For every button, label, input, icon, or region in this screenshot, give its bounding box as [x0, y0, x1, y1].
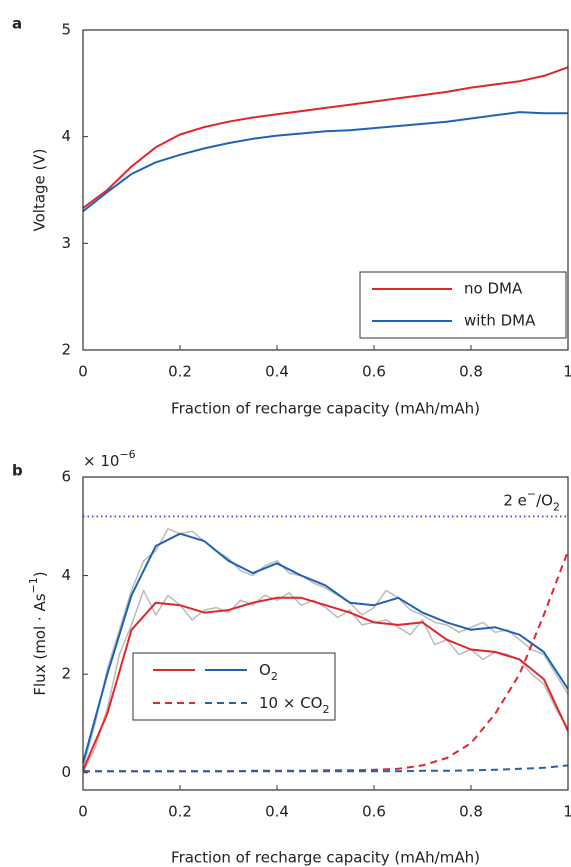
data-line	[82, 596, 569, 771]
data-line	[82, 528, 569, 768]
y-tick-label: 3	[61, 234, 71, 252]
x-tick-label: 0.4	[265, 363, 289, 381]
legend-label: with DMA	[464, 312, 536, 330]
y-axis-label: Voltage (V)	[31, 149, 49, 232]
text-part: −6	[119, 448, 135, 461]
text-part: −	[527, 487, 536, 500]
y-tick-label: 2	[61, 665, 71, 683]
x-tick-label: 0.6	[362, 363, 386, 381]
text-part: 2	[322, 703, 329, 716]
legend-label: 10 × CO2	[259, 694, 329, 716]
x-tick-label: 0.8	[459, 803, 483, 821]
text-part: O	[259, 661, 271, 679]
y-axis-label: Flux (mol · As−1)	[27, 571, 49, 695]
legend-box	[359, 271, 567, 339]
x-tick-label: 0.2	[168, 803, 192, 821]
plot-frame	[82, 29, 569, 351]
plot-frame	[82, 476, 569, 791]
legend-box	[132, 652, 336, 721]
panel-label: b	[12, 462, 23, 480]
axis-multiplier: × 10−6	[83, 448, 136, 470]
x-tick-label: 0.4	[265, 803, 289, 821]
reference-label: 2 e−/O2	[503, 487, 560, 513]
text-part: −1	[27, 577, 40, 593]
text-part: )	[31, 571, 49, 577]
text-part: × 10	[83, 452, 119, 470]
panel-label: a	[12, 15, 22, 33]
data-line	[82, 532, 569, 764]
text-part: 2 e	[503, 491, 527, 509]
x-tick-label: 0	[78, 363, 88, 381]
x-axis-label: Fraction of recharge capacity (mAh/mAh)	[171, 849, 480, 867]
y-tick-label: 5	[61, 21, 71, 39]
data-line	[82, 589, 569, 774]
y-tick-label: 0	[61, 763, 71, 781]
data-line	[82, 66, 569, 209]
y-tick-label: 4	[61, 566, 71, 584]
x-tick-label: 0	[78, 803, 88, 821]
x-tick-label: 0.2	[168, 363, 192, 381]
y-tick-label: 6	[61, 468, 71, 486]
text-part: /O	[536, 491, 553, 509]
data-line	[82, 111, 568, 213]
y-tick-label: 2	[61, 341, 71, 359]
x-tick-label: 0.6	[362, 803, 386, 821]
data-line	[83, 764, 569, 773]
legend-label: no DMA	[464, 280, 523, 298]
x-axis-label: Fraction of recharge capacity (mAh/mAh)	[171, 400, 480, 418]
text-part: 10 × CO	[259, 694, 322, 712]
legend-label: O2	[259, 661, 278, 683]
x-tick-label: 1	[563, 803, 571, 821]
text-part: Flux (mol · As	[31, 593, 49, 695]
x-tick-label: 0.8	[459, 363, 483, 381]
text-part: 2	[553, 500, 560, 513]
y-tick-label: 4	[61, 127, 71, 145]
x-tick-label: 1	[563, 363, 571, 381]
text-part: 2	[271, 670, 278, 683]
